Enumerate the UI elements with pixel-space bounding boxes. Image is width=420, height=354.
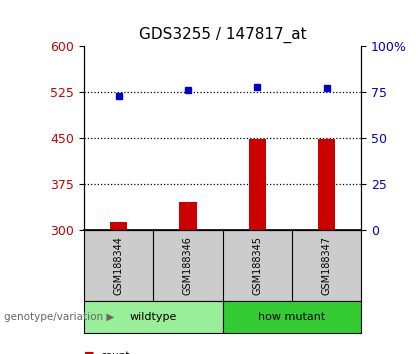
Text: wildtype: wildtype bbox=[130, 312, 177, 322]
Bar bbox=[318, 139, 335, 230]
Title: GDS3255 / 147817_at: GDS3255 / 147817_at bbox=[139, 27, 307, 43]
Bar bbox=[110, 222, 127, 230]
Bar bbox=[223, 301, 361, 333]
Bar bbox=[179, 202, 197, 230]
Text: GSM188346: GSM188346 bbox=[183, 236, 193, 295]
Text: GSM188344: GSM188344 bbox=[114, 236, 123, 295]
Text: count: count bbox=[101, 351, 130, 354]
Text: ■: ■ bbox=[84, 351, 94, 354]
Text: how mutant: how mutant bbox=[258, 312, 326, 322]
Text: GSM188347: GSM188347 bbox=[322, 236, 331, 295]
Text: GSM188345: GSM188345 bbox=[252, 236, 262, 295]
Text: genotype/variation ▶: genotype/variation ▶ bbox=[4, 312, 115, 322]
Bar bbox=[249, 139, 266, 230]
Bar bbox=[84, 301, 223, 333]
